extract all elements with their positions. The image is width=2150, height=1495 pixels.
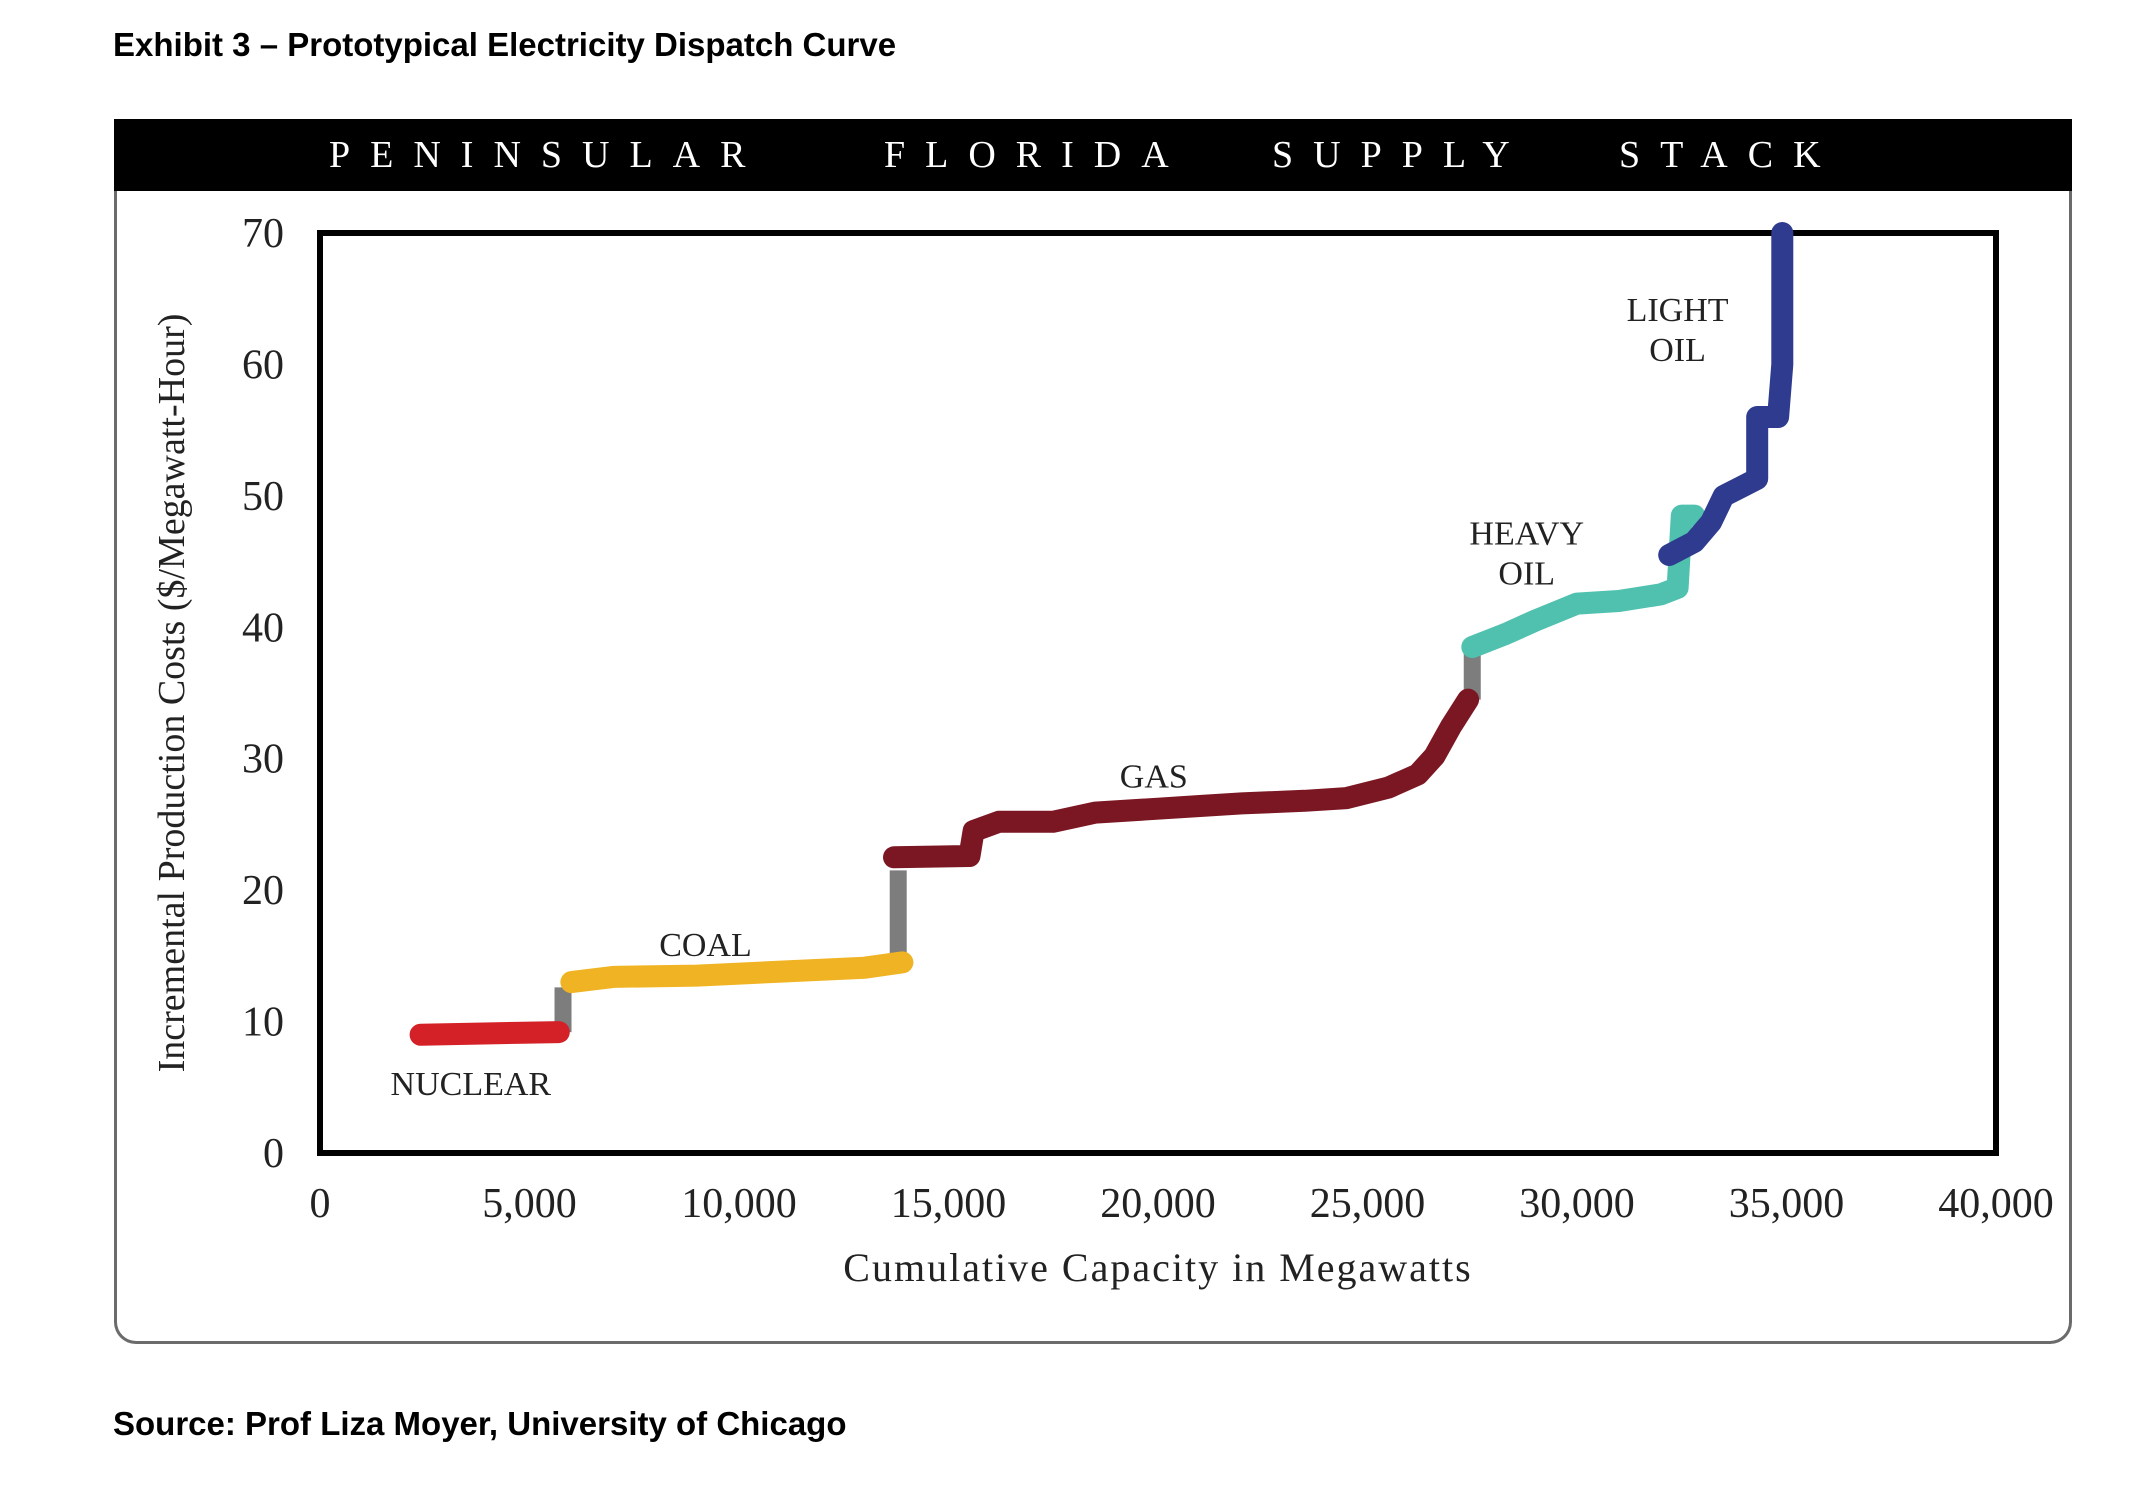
chart-title-word: FLORIDA xyxy=(884,134,1189,176)
x-axis-label: Cumulative Capacity in Megawatts xyxy=(843,1245,1472,1290)
series-line-light-oil xyxy=(1658,222,1794,566)
y-tick-label: 20 xyxy=(242,868,284,914)
x-tick-label: 0 xyxy=(310,1181,331,1227)
series-line-coal xyxy=(560,951,914,994)
y-tick-label: 10 xyxy=(242,1000,284,1046)
x-tick-label: 25,000 xyxy=(1310,1181,1426,1227)
x-tick-label: 30,000 xyxy=(1519,1181,1635,1227)
x-tick-label: 35,000 xyxy=(1729,1181,1845,1227)
y-tick-label: 30 xyxy=(242,737,284,783)
series-annotation: COAL xyxy=(659,927,752,964)
annotation-line: OIL xyxy=(1649,332,1706,369)
chart-panel xyxy=(114,119,2072,1344)
x-tick-label: 5,000 xyxy=(482,1181,577,1227)
annotation-line: GAS xyxy=(1120,759,1188,796)
chart-title-word: SUPPLY xyxy=(1272,134,1530,176)
series-annotation: HEAVY OIL xyxy=(1469,515,1584,592)
series-annotation: NUCLEAR xyxy=(391,1066,552,1103)
annotation-line: LIGHT xyxy=(1627,292,1729,329)
annotation-line: OIL xyxy=(1498,555,1555,592)
y-tick-label: 60 xyxy=(242,342,284,388)
x-tick-label: 15,000 xyxy=(891,1181,1007,1227)
y-tick-label: 0 xyxy=(263,1131,284,1177)
chart-title-word: STACK xyxy=(1619,134,1841,176)
annotation-line: HEAVY xyxy=(1469,515,1584,552)
exhibit-title: Exhibit 3 – Prototypical Electricity Dis… xyxy=(113,26,897,63)
series-line-nuclear xyxy=(409,1021,570,1046)
annotation-line: NUCLEAR xyxy=(391,1066,552,1103)
plot-frame xyxy=(317,230,1999,1156)
annotation-line: COAL xyxy=(659,927,752,964)
source-note: Source: Prof Liza Moyer, University of C… xyxy=(113,1405,847,1442)
series-line-gas xyxy=(883,688,1480,869)
chart-title-word: PENINSULAR xyxy=(329,134,766,176)
series-lines xyxy=(409,222,1794,1046)
supply-stack-chart: 0 10 20 30 40 50 60 70 0 5,000 10,000 15,000 20,000… xyxy=(151,211,2054,1290)
x-axis-ticks: 0 5,000 10,000 15,000 20,000 25,000 30,000 35,0… xyxy=(310,1181,2054,1227)
y-tick-label: 40 xyxy=(242,605,284,651)
y-tick-label: 70 xyxy=(242,211,284,257)
y-tick-label: 50 xyxy=(242,474,284,520)
y-axis-label: Incremental Production Costs ($/Megawatt… xyxy=(151,314,193,1073)
chart-title-banner: PENINSULAR FLORIDA SUPPLY STACK xyxy=(114,119,2072,191)
x-tick-label: 10,000 xyxy=(681,1181,797,1227)
x-tick-label: 40,000 xyxy=(1938,1181,2054,1227)
x-tick-label: 20,000 xyxy=(1100,1181,1216,1227)
y-axis-ticks: 0 10 20 30 40 50 60 70 xyxy=(242,211,284,1177)
series-annotation: LIGHT OIL xyxy=(1627,292,1729,369)
series-annotation: GAS xyxy=(1120,759,1188,796)
